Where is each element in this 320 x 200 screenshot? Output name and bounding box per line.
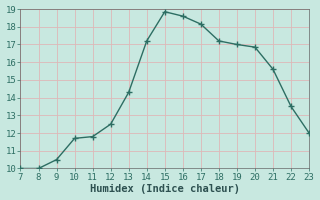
X-axis label: Humidex (Indice chaleur): Humidex (Indice chaleur)	[90, 184, 240, 194]
